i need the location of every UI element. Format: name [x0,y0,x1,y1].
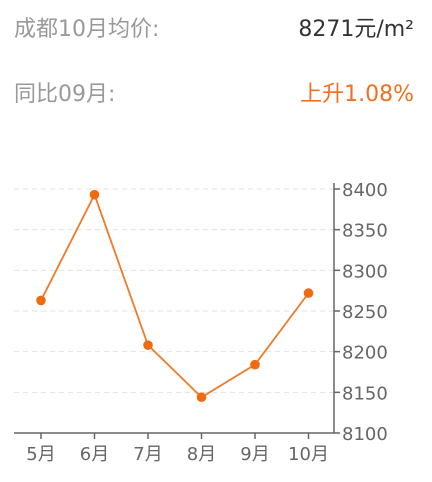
data-point [250,359,260,370]
x-tick-label: 8月 [187,444,216,465]
y-tick-label: 8100 [342,424,388,445]
y-tick-label: 8150 [342,383,388,404]
data-point [303,288,314,298]
price-series [36,189,314,403]
y-tick-label: 8300 [342,261,388,282]
month-over-month-row: 同比09月: 上升1.08% [14,75,414,109]
y-tick-labels: 8100 8150 8200 8250 8300 8350 8400 [342,180,388,445]
x-tick-labels: 5月 6月 7月 8月 9月 10月 [26,444,329,465]
x-tick-label: 7月 [133,444,162,465]
average-price-row: 成都10月均价: 8271元/m² [14,10,414,44]
grid-lines [14,188,334,393]
average-price-label: 成都10月均价: [14,17,160,42]
data-point [36,295,46,306]
month-over-month-value: 上升1.08% [300,82,414,107]
x-tick-label: 10月 [288,444,329,465]
y-tick-label: 8400 [342,180,388,201]
axes [14,183,340,439]
price-series-line [40,192,310,399]
y-tick-label: 8200 [342,343,388,364]
data-point [89,189,100,200]
y-tick-label: 8250 [342,302,388,323]
x-tick-label: 9月 [240,444,269,465]
average-price-value: 8271元/m² [298,17,414,42]
data-point [143,340,153,350]
x-tick-label: 6月 [80,444,109,465]
month-over-month-label: 同比09月: [14,82,116,107]
y-tick-label: 8350 [342,221,388,242]
x-tick-label: 5月 [26,444,55,465]
data-point [196,392,207,403]
